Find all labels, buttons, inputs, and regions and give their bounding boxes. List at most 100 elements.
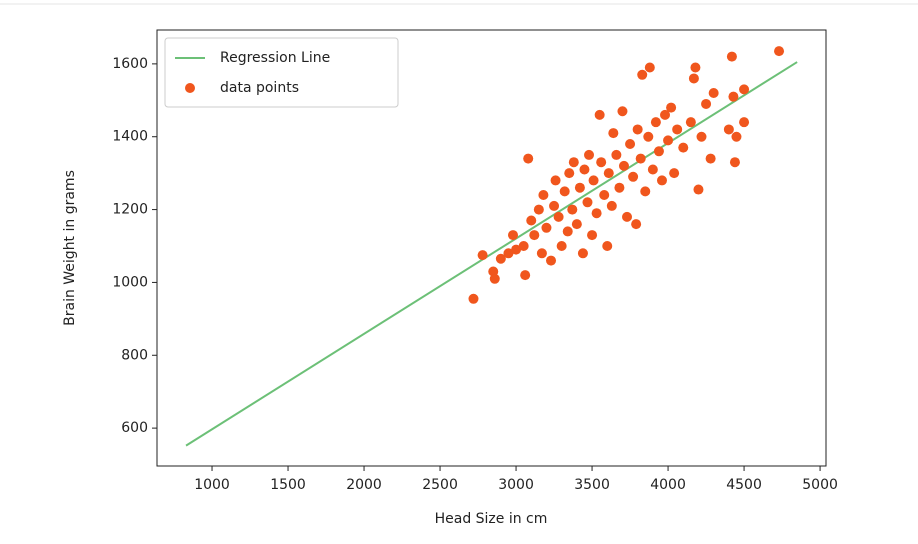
data-point bbox=[606, 200, 617, 211]
data-point bbox=[564, 168, 575, 179]
x-tick-label: 3000 bbox=[498, 477, 534, 493]
data-point bbox=[603, 168, 614, 179]
plot-frame bbox=[156, 29, 827, 467]
data-point bbox=[656, 175, 667, 186]
legend-label: data points bbox=[220, 80, 299, 96]
data-point bbox=[643, 131, 654, 142]
data-point bbox=[618, 160, 629, 171]
data-point bbox=[728, 91, 739, 102]
data-point bbox=[739, 84, 750, 95]
data-point bbox=[556, 240, 567, 251]
data-point bbox=[614, 182, 625, 193]
x-tick-label: 1500 bbox=[270, 477, 306, 493]
data-point bbox=[508, 230, 519, 241]
data-point bbox=[608, 128, 619, 139]
data-point bbox=[495, 253, 506, 264]
data-point bbox=[511, 244, 522, 255]
data-point bbox=[723, 124, 734, 135]
data-point bbox=[538, 190, 549, 201]
data-point bbox=[550, 175, 561, 186]
data-point bbox=[644, 62, 655, 73]
data-point bbox=[568, 157, 579, 168]
data-point bbox=[701, 98, 712, 109]
x-tick-label: 3500 bbox=[574, 477, 610, 493]
data-point bbox=[635, 153, 646, 164]
data-point bbox=[503, 248, 514, 259]
data-point bbox=[588, 175, 599, 186]
data-point bbox=[571, 219, 582, 230]
data-point bbox=[685, 117, 696, 128]
data-point bbox=[526, 215, 537, 226]
y-tick-label: 1200 bbox=[112, 202, 148, 218]
x-tick-label: 4000 bbox=[650, 477, 686, 493]
data-point bbox=[774, 46, 785, 57]
data-point bbox=[696, 131, 707, 142]
y-tick-label: 1600 bbox=[112, 56, 148, 72]
data-point bbox=[567, 204, 578, 215]
x-tick-label: 2500 bbox=[422, 477, 458, 493]
data-point bbox=[584, 149, 595, 160]
data-point bbox=[574, 182, 585, 193]
data-point bbox=[669, 168, 680, 179]
data-point bbox=[596, 157, 607, 168]
data-point bbox=[523, 153, 534, 164]
data-point bbox=[628, 171, 639, 182]
data-point bbox=[705, 153, 716, 164]
y-tick-label: 800 bbox=[121, 347, 148, 363]
data-point bbox=[520, 270, 531, 281]
data-point bbox=[622, 211, 633, 222]
data-point bbox=[663, 135, 674, 146]
legend-marker bbox=[185, 83, 195, 93]
data-point bbox=[587, 230, 598, 241]
legend-label: Regression Line bbox=[220, 50, 330, 66]
data-point bbox=[666, 102, 677, 113]
data-point bbox=[647, 164, 658, 175]
data-point bbox=[518, 240, 529, 251]
data-point bbox=[582, 197, 593, 208]
data-point bbox=[602, 240, 613, 251]
data-point bbox=[594, 109, 605, 120]
data-point bbox=[729, 157, 740, 168]
x-tick-label: 4500 bbox=[726, 477, 762, 493]
data-point bbox=[617, 106, 628, 117]
x-tick-label: 5000 bbox=[802, 477, 838, 493]
regression-line bbox=[185, 61, 798, 447]
data-point bbox=[489, 273, 500, 284]
data-point bbox=[632, 124, 643, 135]
y-axis-label: Brain Weight in grams bbox=[62, 170, 78, 326]
data-point bbox=[549, 200, 560, 211]
data-point bbox=[693, 184, 704, 195]
data-point bbox=[533, 204, 544, 215]
data-point bbox=[579, 164, 590, 175]
data-point bbox=[599, 190, 610, 201]
data-point bbox=[529, 230, 540, 241]
y-tick-label: 1000 bbox=[112, 274, 148, 290]
data-point bbox=[688, 73, 699, 84]
data-point bbox=[536, 248, 547, 259]
data-point bbox=[739, 117, 750, 128]
data-point bbox=[553, 211, 564, 222]
legend-box bbox=[164, 37, 399, 108]
data-point bbox=[546, 255, 557, 266]
data-point bbox=[577, 248, 588, 259]
data-point bbox=[611, 149, 622, 160]
data-point bbox=[653, 146, 664, 157]
data-point bbox=[650, 117, 661, 128]
data-point bbox=[731, 131, 742, 142]
data-point bbox=[660, 109, 671, 120]
data-point bbox=[562, 226, 573, 237]
data-point bbox=[726, 51, 737, 62]
data-point bbox=[672, 124, 683, 135]
x-tick-label: 2000 bbox=[346, 477, 382, 493]
data-point bbox=[541, 222, 552, 233]
data-point bbox=[477, 250, 488, 261]
data-point bbox=[559, 186, 570, 197]
y-tick-label: 1400 bbox=[112, 129, 148, 145]
x-tick-label: 1000 bbox=[194, 477, 230, 493]
data-point bbox=[631, 219, 642, 230]
x-axis-label: Head Size in cm bbox=[435, 511, 548, 527]
data-point bbox=[591, 208, 602, 219]
y-tick-label: 600 bbox=[121, 420, 148, 436]
data-point bbox=[678, 142, 689, 153]
